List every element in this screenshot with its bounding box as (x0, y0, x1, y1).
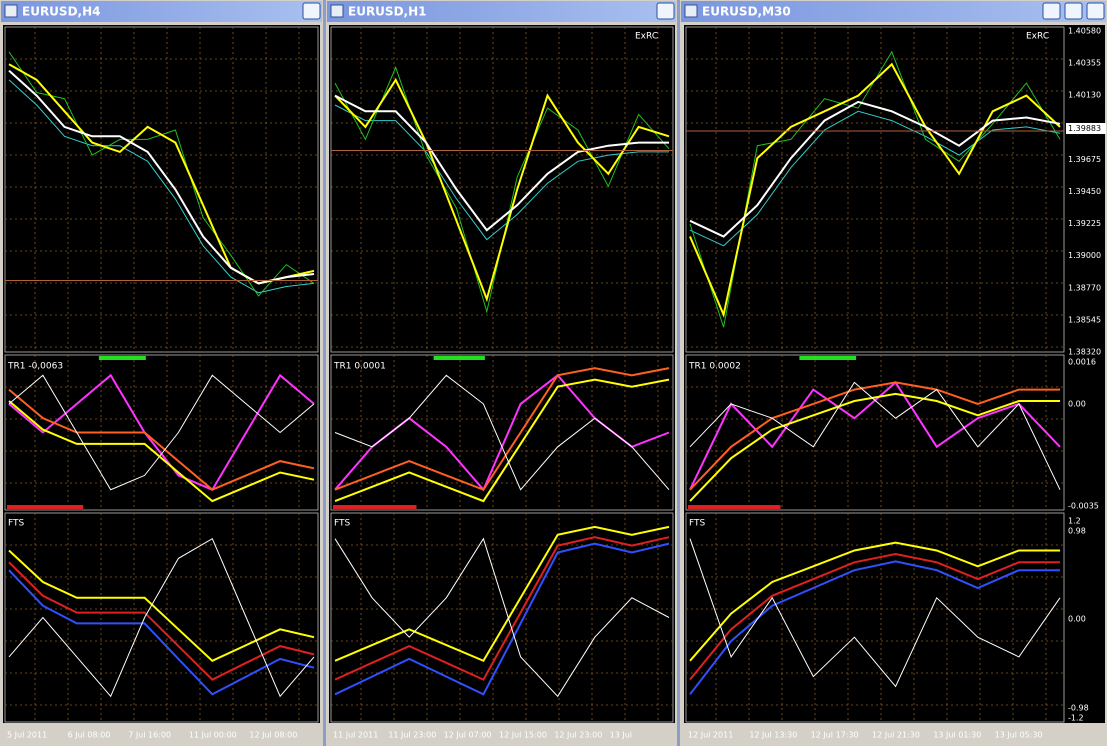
moving-average (8, 79, 315, 294)
price-label: 1.38770 (1068, 283, 1101, 292)
exrc-label: ExRC (1026, 32, 1049, 42)
orange-line (689, 381, 1060, 491)
blue-line (334, 542, 670, 696)
date-label: 6 Jul 08:00 (68, 731, 111, 740)
white-line (8, 537, 315, 698)
yellow-line (334, 525, 670, 663)
title-bar (327, 1, 676, 22)
yellow-line (334, 77, 670, 303)
price-label: 1.39225 (1068, 219, 1101, 228)
yellow-line (8, 400, 315, 503)
fts-axis-label: -0.98 (1068, 704, 1089, 713)
window-icon (4, 4, 18, 18)
pane (685, 26, 1065, 353)
window-title: EURUSD,H1 (348, 5, 426, 19)
red-line (689, 552, 1060, 681)
price-label: 1.40355 (1068, 59, 1101, 68)
exrc-label: ExRC (635, 32, 658, 42)
blue-line (689, 560, 1060, 695)
current-price-box (1066, 123, 1106, 134)
date-label: 11 Jul 23:00 (388, 731, 436, 740)
white-line (689, 538, 1061, 688)
fts-label: FTS (8, 519, 25, 529)
title-button[interactable] (656, 2, 675, 20)
pane (685, 512, 1065, 723)
price-label: 1.38320 (1068, 348, 1101, 357)
date-label: 12 Jul 21:30 (872, 731, 920, 740)
yellow-line (8, 549, 315, 662)
fts-axis-label: 0.98 (1068, 527, 1086, 536)
pane (330, 512, 674, 723)
indicator-label: TR1 0.0002 (688, 362, 741, 372)
orange-line (8, 388, 315, 491)
pane (4, 512, 319, 723)
window-icon (684, 4, 698, 18)
fts-axis-label: -1.2 (1068, 714, 1084, 723)
title-button[interactable] (302, 2, 321, 20)
title-button[interactable] (1042, 2, 1061, 20)
date-label: 5 Jul 2011 (7, 731, 47, 740)
date-label: 12 Jul 15:00 (499, 731, 547, 740)
date-label: 12 Jul 2011 (688, 731, 733, 740)
date-label: 11 Jul 2011 (333, 731, 378, 740)
price-label: 1.40130 (1068, 91, 1101, 100)
price-label: 1.38545 (1068, 315, 1101, 324)
white-line (689, 381, 1061, 490)
pane (685, 354, 1065, 511)
price-label: 1.39883 (1068, 124, 1101, 133)
white-line (334, 537, 670, 698)
white-line (689, 100, 1061, 238)
price-label: 1.40580 (1068, 27, 1101, 36)
fts-label: FTS (334, 519, 351, 529)
indicator-label: TR1 -0,0063 (7, 362, 63, 372)
date-label: 13 Jul (610, 731, 632, 740)
orange-line (334, 367, 670, 491)
white-line (334, 94, 669, 232)
pane (330, 354, 674, 511)
window-title: EURUSD,M30 (702, 5, 791, 19)
white-line (8, 374, 315, 491)
white-line (334, 374, 670, 491)
yellow-line (334, 378, 670, 503)
yellow-line (689, 392, 1060, 502)
indicator-axis-label: 0.00 (1068, 400, 1086, 409)
white-line (8, 69, 315, 285)
indicator-axis-label: -0.0035 (1068, 502, 1099, 511)
yellow-line (689, 541, 1060, 662)
date-label: 12 Jul 17:30 (811, 731, 859, 740)
moving-average (334, 104, 669, 241)
fts-axis-label: 0.00 (1068, 615, 1086, 624)
fts-axis-label: 1.2 (1068, 517, 1081, 526)
yellow-line (689, 62, 1061, 318)
title-bar (1, 1, 322, 22)
price-label: 1.39675 (1068, 155, 1101, 164)
price-label: 1.39450 (1068, 187, 1101, 196)
date-label: 12 Jul 13:30 (749, 731, 797, 740)
date-label: 13 Jul 01:30 (933, 731, 981, 740)
fts-label: FTS (689, 519, 706, 529)
indicator-label: TR1 0.0001 (333, 362, 386, 372)
date-label: 12 Jul 08:00 (249, 731, 297, 740)
blue-line (8, 569, 315, 696)
price-label: 1.39000 (1068, 251, 1101, 260)
moving-average (689, 110, 1061, 247)
pane (4, 26, 319, 353)
title-button[interactable] (1086, 2, 1105, 20)
date-label: 12 Jul 23:00 (554, 731, 602, 740)
red-line (8, 561, 315, 681)
title-bar (681, 1, 1106, 22)
date-label: 12 Jul 07:00 (444, 731, 492, 740)
red-line (334, 536, 670, 681)
date-label: 7 Jul 16:00 (128, 731, 171, 740)
title-button[interactable] (1064, 2, 1083, 20)
date-label: 11 Jul 00:00 (189, 731, 237, 740)
window-title: EURUSD,H4 (22, 5, 100, 19)
date-label: 13 Jul 05:30 (995, 731, 1043, 740)
pane (330, 26, 674, 353)
window-icon (330, 4, 344, 18)
indicator-axis-label: 0.0016 (1068, 358, 1096, 367)
